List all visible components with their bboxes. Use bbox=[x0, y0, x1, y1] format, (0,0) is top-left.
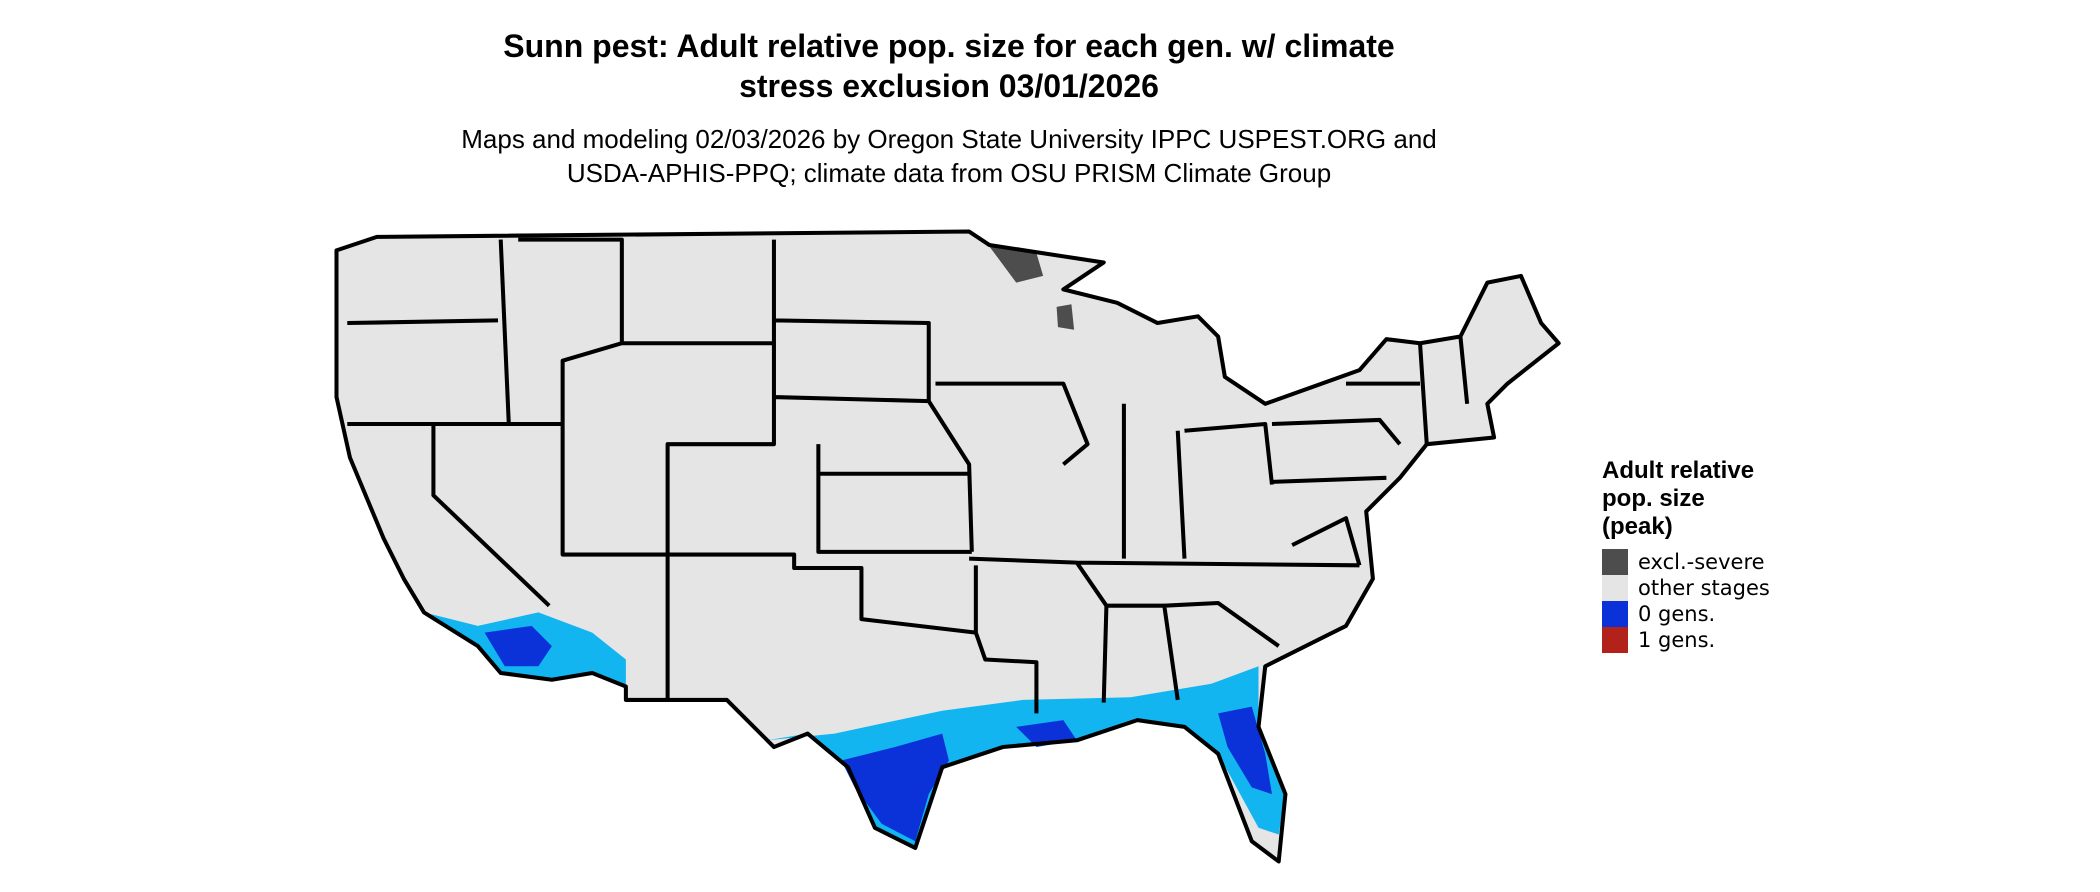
legend-title-line: (peak) bbox=[1602, 513, 1673, 540]
title-line: Sunn pest: Adult relative pop. size for … bbox=[503, 28, 1394, 64]
us-outline bbox=[334, 229, 1561, 864]
zone-southwest-blue bbox=[484, 625, 552, 667]
legend-swatch bbox=[1602, 627, 1628, 653]
subtitle-line: USDA-APHIS-PPQ; climate data from OSU PR… bbox=[567, 158, 1331, 188]
legend-swatch bbox=[1602, 601, 1628, 627]
legend-title-line: Adult relative bbox=[1602, 457, 1754, 484]
zone-excluded bbox=[989, 246, 1075, 330]
us-map bbox=[334, 229, 1561, 864]
subtitle-line: Maps and modeling 02/03/2026 by Oregon S… bbox=[461, 124, 1437, 154]
legend-label: 1 gens. bbox=[1638, 628, 1715, 652]
legend-title-line: pop. size bbox=[1602, 485, 1705, 512]
legend-label: other stages bbox=[1638, 576, 1770, 600]
legend-label: 0 gens. bbox=[1638, 602, 1715, 626]
legend-swatch bbox=[1602, 575, 1628, 601]
state-borders bbox=[347, 237, 1470, 714]
zone-blue bbox=[841, 706, 1272, 842]
legend-label: excl.-severe bbox=[1638, 550, 1765, 574]
legend-swatch bbox=[1602, 549, 1628, 575]
title-line: stress exclusion 03/01/2026 bbox=[739, 68, 1159, 104]
